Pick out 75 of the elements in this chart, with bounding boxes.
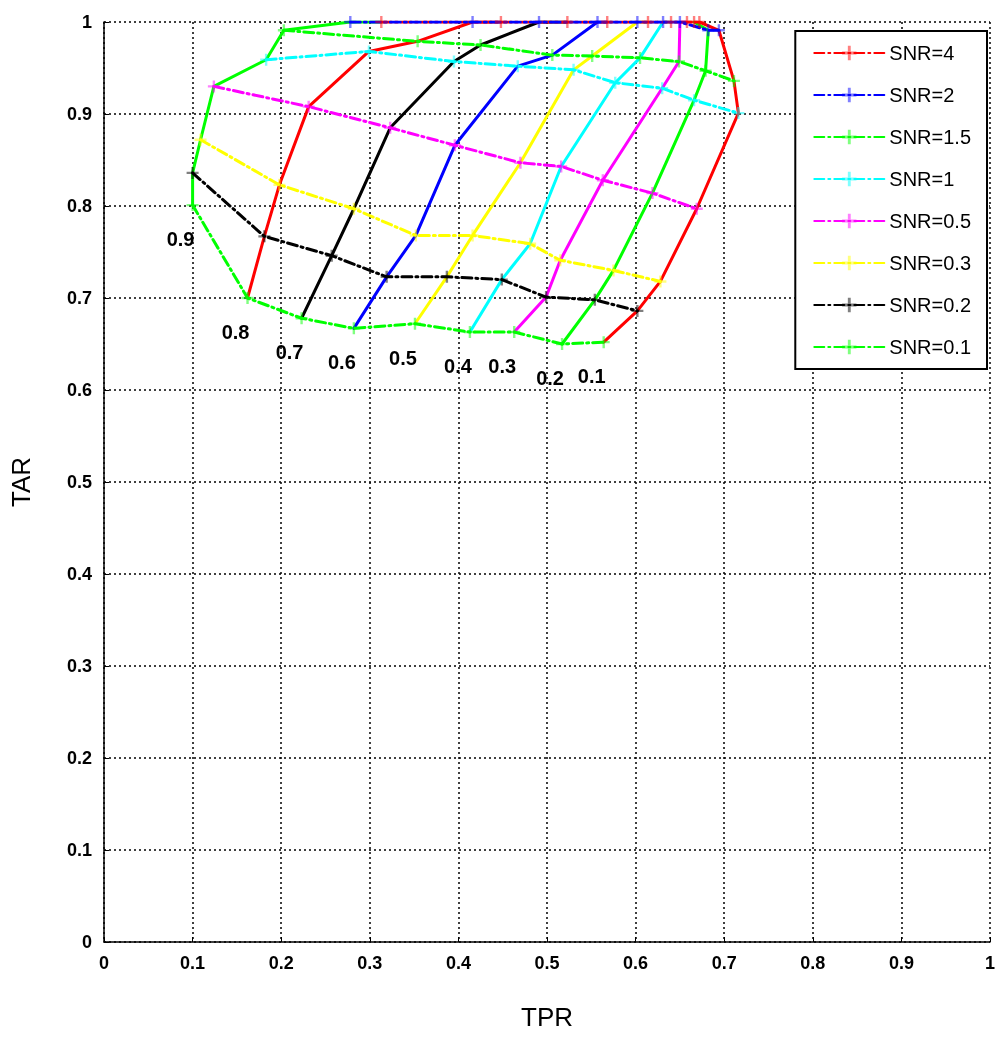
- point: [194, 133, 207, 146]
- legend-label: SNR=0.3: [889, 252, 972, 274]
- point: [591, 16, 604, 28]
- x-tick-label: 0.9: [888, 953, 914, 973]
- x-tick-label: 0.7: [711, 953, 737, 973]
- point: [273, 178, 286, 191]
- point: [607, 264, 620, 277]
- point: [654, 275, 667, 288]
- point: [302, 100, 315, 113]
- point: [258, 230, 271, 243]
- point: [466, 16, 479, 28]
- annotation: 0.1: [577, 365, 606, 388]
- point: [555, 160, 568, 173]
- y-tick-label: 1: [81, 12, 92, 32]
- point: [495, 273, 508, 286]
- y-tick-label: 0.9: [66, 104, 92, 124]
- point: [699, 64, 712, 77]
- point: [186, 166, 199, 179]
- point: [732, 107, 745, 120]
- y-tick-label: 0.5: [66, 472, 92, 492]
- y-tick-label: 0.4: [66, 564, 92, 584]
- y-tick-label: 0.8: [66, 196, 92, 216]
- annotation: 0.4: [444, 355, 473, 378]
- legend-label: SNR=1: [889, 168, 955, 190]
- point: [362, 45, 375, 58]
- annotation: 0.5: [389, 346, 417, 369]
- x-tick-label: 0.1: [180, 953, 206, 973]
- x-axis-title: TPR: [521, 1002, 573, 1032]
- point: [344, 16, 357, 28]
- x-tick-label: 0.2: [268, 953, 294, 973]
- y-tick-label: 0.2: [66, 748, 92, 768]
- y-tick-label: 0: [81, 932, 92, 952]
- annotation: 0.8: [221, 321, 250, 343]
- annotation: 0.7: [275, 341, 304, 364]
- point: [411, 35, 424, 48]
- legend-label: SNR=4: [889, 42, 955, 64]
- y-tick-label: 0.6: [66, 380, 92, 400]
- point: [375, 16, 388, 28]
- point: [514, 156, 527, 169]
- y-tick-label: 0.7: [66, 288, 92, 308]
- point: [631, 16, 644, 28]
- point: [325, 249, 338, 262]
- point: [673, 55, 686, 68]
- point: [693, 16, 706, 28]
- annotation: 0.3: [488, 355, 517, 378]
- point: [447, 55, 460, 68]
- point: [295, 312, 308, 325]
- legend-label: SNR=0.5: [889, 210, 972, 232]
- point: [207, 80, 220, 93]
- x-tick-label: 1: [984, 953, 996, 973]
- annotation: 0.2: [536, 367, 564, 389]
- legend-label: SNR=2: [889, 84, 955, 106]
- legend-label: SNR=1.5: [889, 126, 972, 148]
- y-axis-title: TAR: [6, 456, 36, 508]
- point: [474, 39, 487, 51]
- point: [380, 270, 393, 283]
- point: [631, 304, 644, 317]
- legend-label: SNR=0.1: [889, 336, 972, 358]
- annotation: 0.9: [166, 228, 195, 251]
- x-tick-label: 0: [98, 953, 110, 973]
- point: [186, 199, 199, 212]
- point: [646, 187, 659, 200]
- x-tick-label: 0.4: [445, 953, 471, 973]
- y-tick-label: 0.1: [66, 840, 92, 860]
- x-tick-label: 0.3: [357, 953, 383, 973]
- y-tick-label: 0.3: [66, 656, 92, 676]
- x-tick-label: 0.5: [534, 953, 560, 973]
- point: [561, 16, 574, 28]
- point: [241, 292, 254, 304]
- annotation: 0.6: [327, 351, 356, 374]
- point: [347, 322, 360, 335]
- point: [546, 49, 559, 62]
- legend-label: SNR=0.2: [889, 294, 972, 316]
- x-tick-label: 0.6: [623, 953, 649, 973]
- x-tick-label: 0.8: [800, 953, 826, 973]
